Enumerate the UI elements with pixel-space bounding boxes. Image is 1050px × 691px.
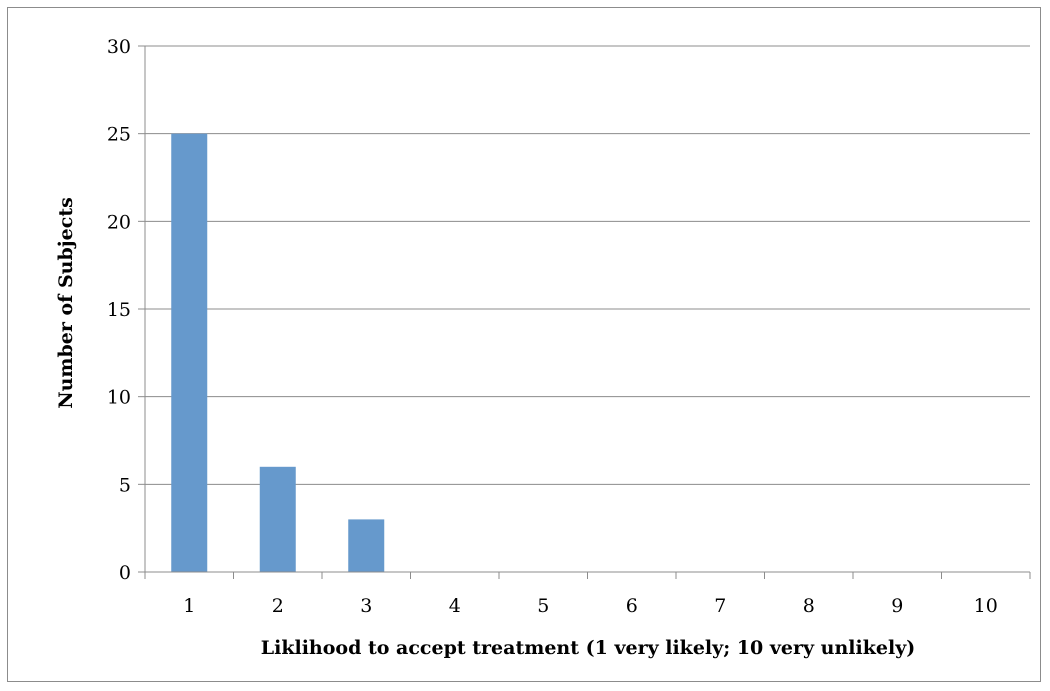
x-tick-label: 1 [183, 595, 195, 617]
gridlines [145, 45, 1030, 485]
y-tick-label: 0 [119, 562, 131, 584]
y-tick-label: 30 [107, 36, 131, 58]
y-tick-label: 20 [107, 211, 131, 233]
y-tick-label: 15 [107, 299, 131, 321]
x-tick-label: 10 [974, 595, 998, 617]
bar-1 [171, 133, 208, 572]
x-tick-label: 7 [714, 595, 726, 617]
x-tick-label: 8 [803, 595, 815, 617]
bar-series [171, 133, 385, 572]
bar-2 [259, 466, 296, 572]
x-axis-title: Liklihood to accept treatment (1 very li… [261, 637, 915, 659]
x-tick-label: 2 [272, 595, 284, 617]
x-tick-label: 6 [626, 595, 638, 617]
y-tick-label: 10 [107, 387, 131, 409]
x-tick-labels: 1 2 3 4 5 6 7 8 9 10 [183, 595, 998, 617]
y-tick-label: 5 [119, 474, 131, 496]
y-axis-title: Number of Subjects [55, 197, 77, 409]
x-tick-label: 5 [537, 595, 549, 617]
y-tick-labels: 0 5 10 15 20 25 30 [107, 36, 131, 584]
x-tick-label: 9 [891, 595, 903, 617]
y-tick-label: 25 [107, 124, 131, 146]
bar-3 [348, 519, 385, 572]
x-tick-label: 3 [360, 595, 372, 617]
x-tick-label: 4 [449, 595, 461, 617]
axes [138, 45, 1031, 579]
